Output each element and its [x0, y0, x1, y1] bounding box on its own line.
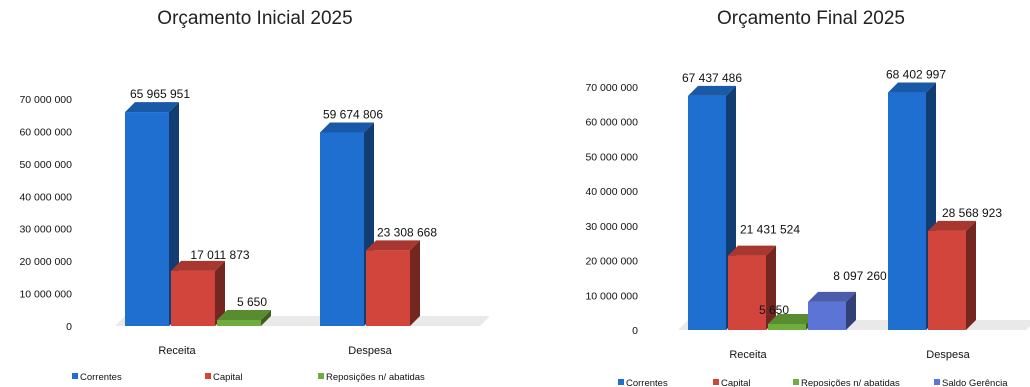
data-label: 68 402 997 — [886, 68, 946, 82]
chart-title: Orçamento Inicial 2025 — [157, 8, 352, 29]
chart-orcamento-final: Orçamento Final 2025 0 10 000 000 20 000 00… — [548, 0, 1030, 387]
bar-capital-1 — [928, 220, 976, 330]
legend-swatch-capital — [713, 379, 719, 385]
legend-swatch-reposicoes — [318, 373, 324, 379]
bar-reposicoes-0-front — [768, 324, 806, 330]
y-tick-label: 10 000 000 — [19, 289, 72, 301]
bar-reposicoes-0 — [217, 310, 271, 326]
category-label: Despesa — [348, 345, 392, 357]
bar-capital-0-side — [215, 260, 225, 326]
bar-capital-0-top — [171, 260, 225, 271]
y-tick-label: 40 000 000 — [19, 191, 72, 203]
data-label: 5 650 — [759, 303, 789, 317]
bar-correntes-1 — [320, 122, 374, 327]
data-label: 67 437 486 — [682, 71, 742, 85]
y-tick-label: 0 — [66, 321, 72, 333]
y-tick-label: 20 000 000 — [19, 256, 72, 268]
bar-correntes-0-top — [688, 85, 736, 96]
bar-capital-0-front — [171, 270, 215, 326]
bar-reposicoes-0-top — [768, 314, 816, 324]
y-tick-label: 50 000 000 — [585, 151, 638, 163]
legend-swatch-correntes — [618, 379, 624, 385]
legend-swatch-saldo — [934, 379, 940, 385]
y-tick-label: 60 000 000 — [585, 117, 638, 129]
bar-capital-0 — [171, 260, 225, 326]
legend-swatch-capital — [205, 373, 211, 379]
bar-capital-0-top — [728, 245, 776, 256]
legend-label: Correntes — [626, 378, 668, 387]
data-label: 59 674 806 — [323, 107, 383, 121]
bar-correntes-0-front — [688, 95, 726, 330]
legend-label: Reposições n/ abatidas — [801, 378, 900, 387]
chart-orcamento-inicial: Orçamento Inicial 2025 0 10 000 000 20 000 … — [0, 0, 505, 387]
y-tick-label: 60 000 000 — [19, 126, 72, 138]
bar-capital-1-front — [366, 250, 410, 326]
chart-inicial-svg: Orçamento Inicial 2025 0 10 000 000 20 000 … — [19, 8, 490, 383]
data-label: 8 097 260 — [833, 269, 887, 283]
bar-correntes-1-top — [320, 122, 374, 133]
bar-correntes-1-front — [320, 132, 364, 326]
bar-capital-1-top — [928, 220, 976, 231]
bar-reposicoes-0-side — [261, 310, 271, 326]
bar-correntes-0-top — [125, 102, 179, 113]
bar-capital-1-side — [410, 240, 420, 326]
bar-capital-0-front — [728, 255, 766, 330]
data-label: 5 650 — [237, 295, 267, 309]
y-tick-label: 50 000 000 — [19, 159, 72, 171]
legend-swatch-correntes — [72, 373, 78, 379]
bar-capital-1-side — [966, 220, 976, 330]
bar-saldo-0 — [808, 291, 856, 330]
y-tick-label: 70 000 000 — [585, 82, 638, 94]
bar-capital-0 — [728, 245, 776, 330]
bar-reposicoes-0-front — [217, 320, 261, 326]
bar-saldo-0-front — [808, 301, 846, 330]
bar-capital-1-top — [366, 240, 420, 251]
y-tick-label: 0 — [632, 325, 638, 337]
y-tick-label: 10 000 000 — [585, 290, 638, 302]
chart-title: Orçamento Final 2025 — [717, 8, 905, 29]
data-label: 21 431 524 — [740, 223, 800, 237]
legend-label: Reposições n/ abatidas — [326, 372, 425, 383]
legend-label: Capital — [721, 378, 751, 387]
legend-swatch-reposicoes — [793, 379, 799, 385]
bar-capital-1-front — [928, 230, 966, 330]
bar-correntes-1-front — [888, 92, 926, 330]
category-label: Receita — [158, 345, 196, 357]
bar-reposicoes-0-top — [217, 310, 271, 320]
category-label: Despesa — [926, 349, 970, 361]
chart-final-svg: Orçamento Final 2025 0 10 000 000 20 000 00… — [585, 8, 1030, 387]
bar-saldo-0-top — [808, 291, 856, 302]
bar-correntes-0 — [125, 102, 179, 326]
data-label: 17 011 873 — [190, 248, 249, 262]
legend-label: Saldo Gerência — [942, 378, 1008, 387]
category-label: Receita — [729, 349, 767, 361]
bar-capital-0-side — [766, 245, 776, 330]
y-tick-label: 20 000 000 — [585, 256, 638, 268]
bar-correntes-1-top — [888, 82, 936, 93]
legend-label: Correntes — [80, 372, 122, 383]
bar-correntes-0 — [688, 85, 736, 330]
y-tick-label: 30 000 000 — [585, 221, 638, 233]
legend-label: Capital — [213, 372, 243, 383]
data-label: 23 308 668 — [377, 225, 437, 239]
y-tick-label: 30 000 000 — [19, 224, 72, 236]
data-label: 28 568 923 — [942, 206, 1002, 220]
bar-correntes-0-front — [125, 112, 169, 326]
y-tick-label: 40 000 000 — [585, 186, 638, 198]
y-tick-label: 70 000 000 — [19, 94, 72, 106]
bar-saldo-0-side — [846, 291, 856, 330]
data-label: 65 965 951 — [130, 87, 190, 101]
bar-capital-1 — [366, 240, 420, 326]
